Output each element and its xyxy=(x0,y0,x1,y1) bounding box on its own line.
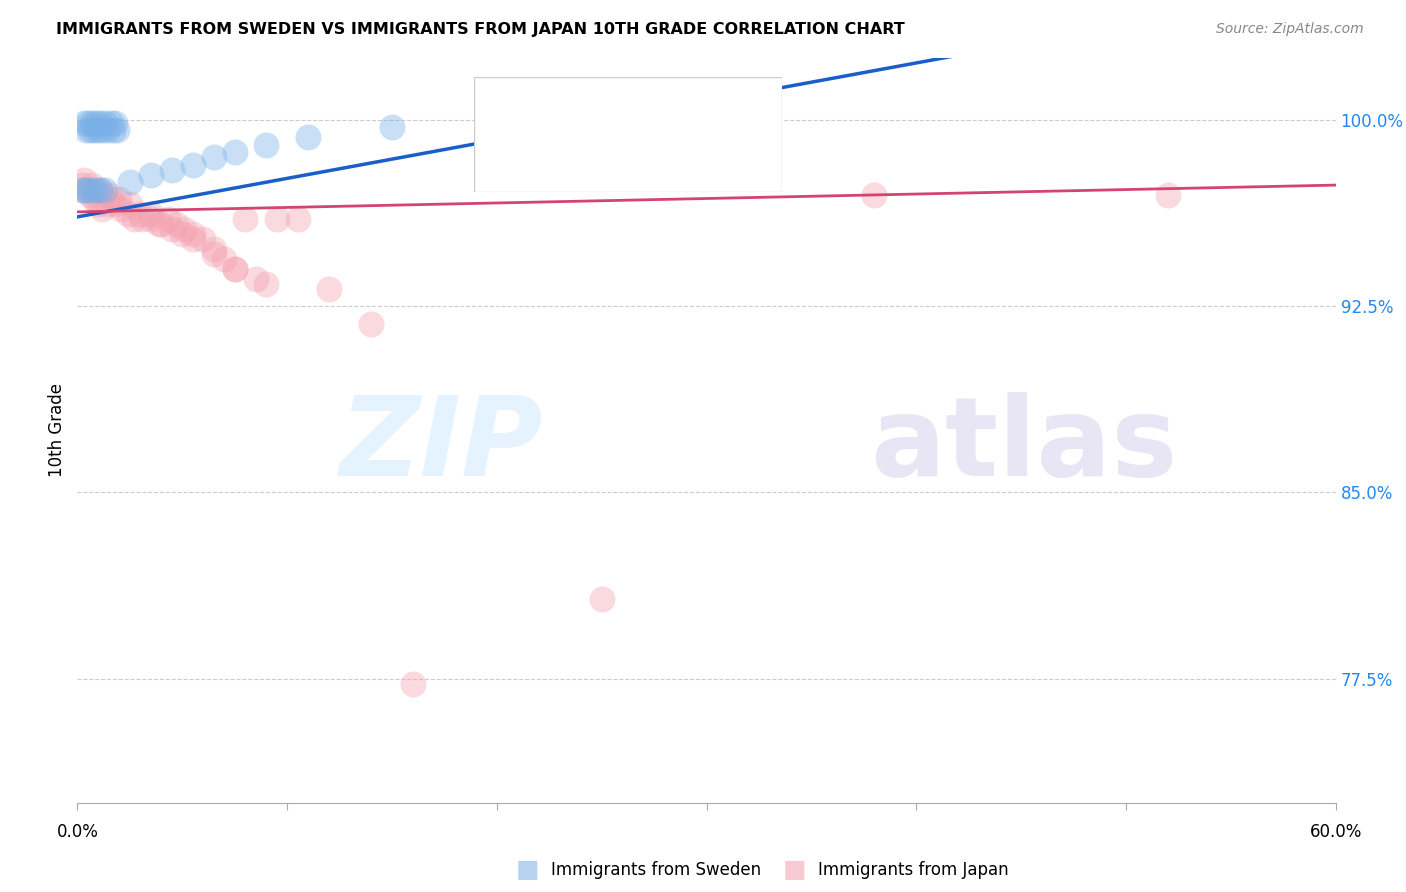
Text: Immigrants from Japan: Immigrants from Japan xyxy=(818,861,1010,879)
Point xyxy=(97,187,120,202)
Point xyxy=(402,676,425,690)
Point xyxy=(224,145,246,160)
Point xyxy=(254,277,277,291)
Text: 60.0%: 60.0% xyxy=(1309,822,1362,840)
Point xyxy=(122,212,145,227)
Point xyxy=(83,123,105,137)
Point xyxy=(76,115,98,129)
Point xyxy=(148,217,170,231)
Point xyxy=(287,212,309,227)
Text: IMMIGRANTS FROM SWEDEN VS IMMIGRANTS FROM JAPAN 10TH GRADE CORRELATION CHART: IMMIGRANTS FROM SWEDEN VS IMMIGRANTS FRO… xyxy=(56,22,905,37)
Point xyxy=(83,193,105,207)
Point xyxy=(96,197,118,211)
Point xyxy=(202,242,225,256)
Point xyxy=(129,207,152,221)
Point xyxy=(139,168,162,182)
Point xyxy=(360,317,382,331)
Point xyxy=(202,247,225,261)
Point xyxy=(233,212,256,227)
Point xyxy=(173,222,195,236)
Text: ■: ■ xyxy=(516,858,538,881)
Point xyxy=(80,183,103,197)
Point xyxy=(87,197,110,211)
Point xyxy=(91,202,114,217)
Text: ZIP: ZIP xyxy=(339,392,543,499)
Point xyxy=(172,227,194,242)
Point xyxy=(118,197,141,211)
Point xyxy=(75,183,97,197)
Point xyxy=(80,115,103,129)
Point xyxy=(105,123,128,137)
Point xyxy=(139,212,162,227)
Y-axis label: 10th Grade: 10th Grade xyxy=(48,384,66,477)
Point xyxy=(165,217,187,231)
Point xyxy=(224,262,246,277)
Point xyxy=(93,183,115,197)
Point xyxy=(70,178,93,192)
Point xyxy=(89,183,111,197)
Point xyxy=(100,193,122,207)
Point xyxy=(101,123,124,137)
Point xyxy=(1157,187,1180,202)
Point xyxy=(160,222,183,236)
Point xyxy=(79,123,101,137)
Point xyxy=(87,123,110,137)
Point xyxy=(75,123,97,137)
Point xyxy=(160,162,183,177)
Point xyxy=(318,282,340,296)
Point xyxy=(96,123,118,137)
Point xyxy=(245,272,267,286)
Point xyxy=(297,130,319,145)
Point xyxy=(139,207,162,221)
Text: atlas: atlas xyxy=(870,392,1177,499)
Point xyxy=(156,212,179,227)
Point xyxy=(863,187,886,202)
Point xyxy=(76,183,98,197)
Text: ■: ■ xyxy=(783,858,806,881)
Point xyxy=(91,123,114,137)
Point xyxy=(117,207,139,221)
Point xyxy=(80,178,103,192)
Text: Immigrants from Sweden: Immigrants from Sweden xyxy=(551,861,761,879)
Point xyxy=(224,262,246,277)
Point xyxy=(254,137,277,152)
Point xyxy=(591,592,613,607)
Point xyxy=(266,212,288,227)
Point xyxy=(84,183,107,197)
Point xyxy=(93,115,115,129)
Point xyxy=(202,150,225,164)
Text: 0.0%: 0.0% xyxy=(56,822,98,840)
Text: Source: ZipAtlas.com: Source: ZipAtlas.com xyxy=(1216,22,1364,37)
Point xyxy=(79,187,101,202)
Point xyxy=(104,115,127,129)
Point xyxy=(381,120,404,135)
Point xyxy=(131,212,153,227)
Point xyxy=(212,252,235,266)
Point xyxy=(191,232,215,246)
Point xyxy=(72,183,94,197)
Point xyxy=(89,115,111,129)
Point xyxy=(181,232,204,246)
Point xyxy=(72,172,94,186)
Point xyxy=(89,183,111,197)
Point xyxy=(150,217,173,231)
Point xyxy=(110,202,132,217)
Point xyxy=(181,158,204,172)
Point xyxy=(100,115,122,129)
Point xyxy=(108,193,131,207)
Point xyxy=(118,175,141,189)
Point xyxy=(84,115,107,129)
Point xyxy=(181,227,204,242)
Point xyxy=(104,197,127,211)
Point xyxy=(72,115,94,129)
Point xyxy=(70,183,93,197)
